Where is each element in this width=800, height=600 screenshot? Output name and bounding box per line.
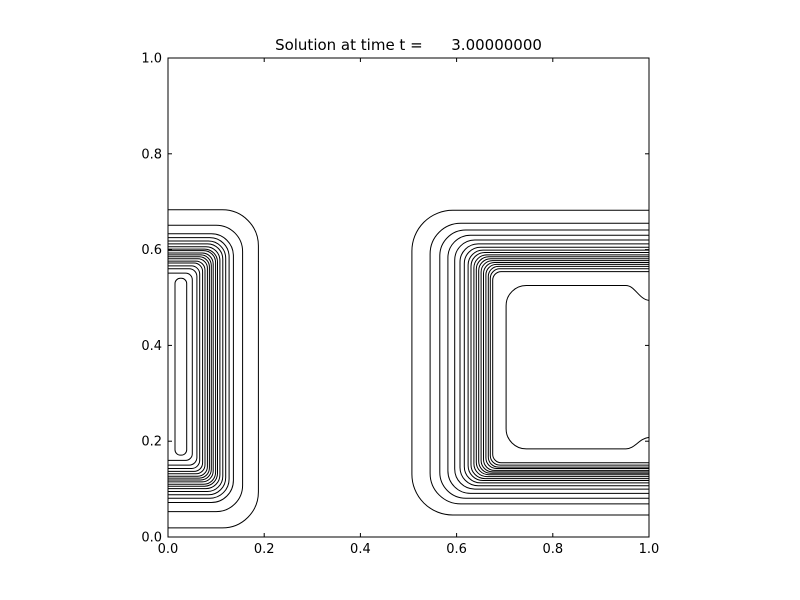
- contour-line: [439, 229, 649, 499]
- contour-line: [168, 240, 227, 496]
- contour-line: [168, 250, 217, 485]
- contour-line: [487, 265, 649, 468]
- contour-line: [168, 272, 193, 461]
- contour-line: [454, 239, 649, 490]
- x-tick-label: 0.8: [542, 542, 563, 557]
- contour-line: [168, 265, 201, 469]
- contour-line: [168, 246, 221, 490]
- contour-line: [459, 243, 649, 487]
- contour-line: [168, 248, 218, 487]
- y-tick-label: 1.0: [141, 52, 162, 67]
- contour-line: [429, 222, 649, 505]
- contour-line: [473, 254, 649, 478]
- contour-line: [478, 258, 649, 474]
- plot-title: Solution at time t = 3.00000000: [275, 36, 542, 54]
- contour-line: [475, 256, 649, 476]
- contour-line-innermost: [505, 285, 650, 450]
- contour-line: [470, 251, 649, 480]
- y-tick-label: 0.2: [141, 435, 162, 450]
- x-tick-label: 1.0: [639, 542, 660, 557]
- contour-line: [168, 268, 198, 466]
- contour-line: [482, 261, 649, 471]
- x-tick-label: 0.4: [350, 542, 371, 557]
- contour-line: [168, 256, 210, 479]
- y-tick-label: 0.4: [141, 339, 162, 354]
- contour-line: [447, 234, 649, 494]
- y-tick-label: 0.6: [141, 243, 162, 258]
- contour-line: [492, 271, 649, 464]
- contour-line-innermost: [174, 277, 188, 456]
- contour-line: [168, 237, 230, 499]
- x-tick-label: 0.2: [254, 542, 275, 557]
- contour-line: [485, 263, 649, 469]
- y-tick-label: 0.8: [141, 147, 162, 162]
- contour-line: [480, 260, 649, 473]
- contour-line: [168, 224, 244, 513]
- contour-line: [168, 252, 214, 483]
- x-tick-label: 0.6: [446, 542, 467, 557]
- contour-line: [168, 258, 208, 477]
- contour-line: [168, 254, 212, 481]
- contour-line: [411, 209, 649, 516]
- y-tick-label: 0.0: [141, 531, 162, 546]
- contour-line: [489, 268, 649, 466]
- contour-line: [168, 243, 224, 492]
- contour-line: [168, 260, 206, 475]
- plot-box: [167, 57, 650, 538]
- contour-line: [168, 233, 234, 503]
- contour-line: [168, 209, 259, 529]
- contour-line: [467, 249, 649, 481]
- contour-line: [168, 262, 204, 472]
- contour-line: [463, 246, 649, 484]
- x-tick-label: 0.0: [158, 542, 179, 557]
